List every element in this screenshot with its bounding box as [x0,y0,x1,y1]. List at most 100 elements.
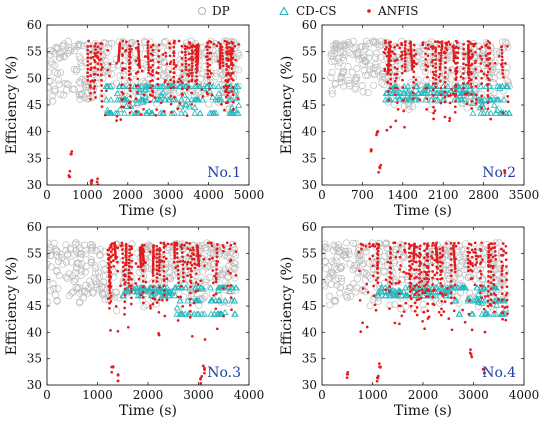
anfis-point [440,307,443,311]
anfis-point [400,50,404,54]
dp-point [416,48,424,56]
anfis-point [426,242,429,246]
anfis-point [452,254,456,258]
anfis-point [70,150,74,153]
anfis-point [481,258,484,261]
anfis-point [423,284,426,288]
dp-point [215,80,223,88]
dp-point [326,301,334,309]
anfis-point [200,88,204,91]
anfis-point [453,110,457,114]
dp-point [399,246,407,254]
anfis-point [174,65,178,68]
series-cdcs [119,284,240,317]
dp-point [405,105,413,113]
anfis-point [209,241,212,245]
dp-point [399,46,407,55]
dp-point [426,58,434,66]
anfis-point [469,63,473,67]
dp-point [164,246,172,254]
dp-point [220,75,228,83]
cdcs-point [473,297,481,304]
dp-point [69,85,77,94]
cdcs-point [160,109,167,116]
dp-point [492,266,500,274]
anfis-point [129,106,132,109]
anfis-point [222,249,225,253]
dp-point [490,74,498,82]
anfis-point [470,99,474,103]
dp-point [339,49,347,57]
anfis-point [115,114,119,118]
anfis-point [475,261,479,264]
anfis-point [436,40,440,43]
anfis-point [412,257,416,260]
cdcs-point [200,310,208,317]
anfis-point [196,283,200,286]
cdcs-point [206,109,214,116]
anfis-point [194,79,197,83]
anfis-point [408,286,412,289]
anfis-point [378,365,381,369]
anfis-point [155,108,159,111]
anfis-point [432,105,435,109]
anfis-point [181,263,185,267]
anfis-point [470,85,473,89]
anfis-point [393,72,397,76]
anfis-point [452,246,455,250]
anfis-point [191,246,195,249]
dp-point [82,262,90,270]
anfis-point [105,89,108,93]
anfis-point [487,270,490,273]
dp-point [100,247,108,255]
anfis-point [229,49,233,52]
anfis-point [86,60,90,63]
anfis-point [452,248,455,252]
anfis-point [128,53,132,56]
series-dp [47,37,243,113]
y-tick-label: 30 [302,178,317,192]
anfis-point [471,55,474,58]
anfis-point [93,45,97,48]
anfis-point [443,115,447,119]
anfis-point [186,247,190,250]
dp-point [164,74,172,82]
dp-point [65,292,73,300]
dp-point [81,268,89,276]
anfis-point [448,43,452,46]
anfis-point [404,52,408,56]
anfis-point [387,65,390,69]
anfis-point [437,51,441,55]
anfis-point [108,246,112,250]
dp-point [358,82,366,90]
anfis-point [480,241,484,245]
anfis-point [158,261,161,264]
dp-point [71,240,79,248]
dp-point [334,54,342,62]
anfis-point [393,66,397,69]
anfis-point [451,92,455,96]
anfis-point [229,296,233,299]
anfis-point [501,311,504,315]
anfis-point [467,67,471,71]
anfis-point [489,117,493,121]
y-tick-label: 40 [27,325,42,339]
anfis-point [151,262,155,266]
anfis-point [453,256,456,260]
anfis-point [412,48,416,52]
dp-point [361,243,369,251]
anfis-point [190,74,194,78]
anfis-point [152,246,155,250]
anfis-point [386,69,390,73]
anfis-point [361,287,365,290]
anfis-point [466,250,470,254]
anfis-point [158,273,162,277]
anfis-point [116,246,120,250]
anfis-point [488,260,492,263]
dp-point [188,290,196,298]
anfis-point [106,68,110,72]
anfis-point [181,87,184,91]
dp-point [480,248,488,256]
anfis-point [448,116,452,120]
anfis-point [229,51,233,55]
